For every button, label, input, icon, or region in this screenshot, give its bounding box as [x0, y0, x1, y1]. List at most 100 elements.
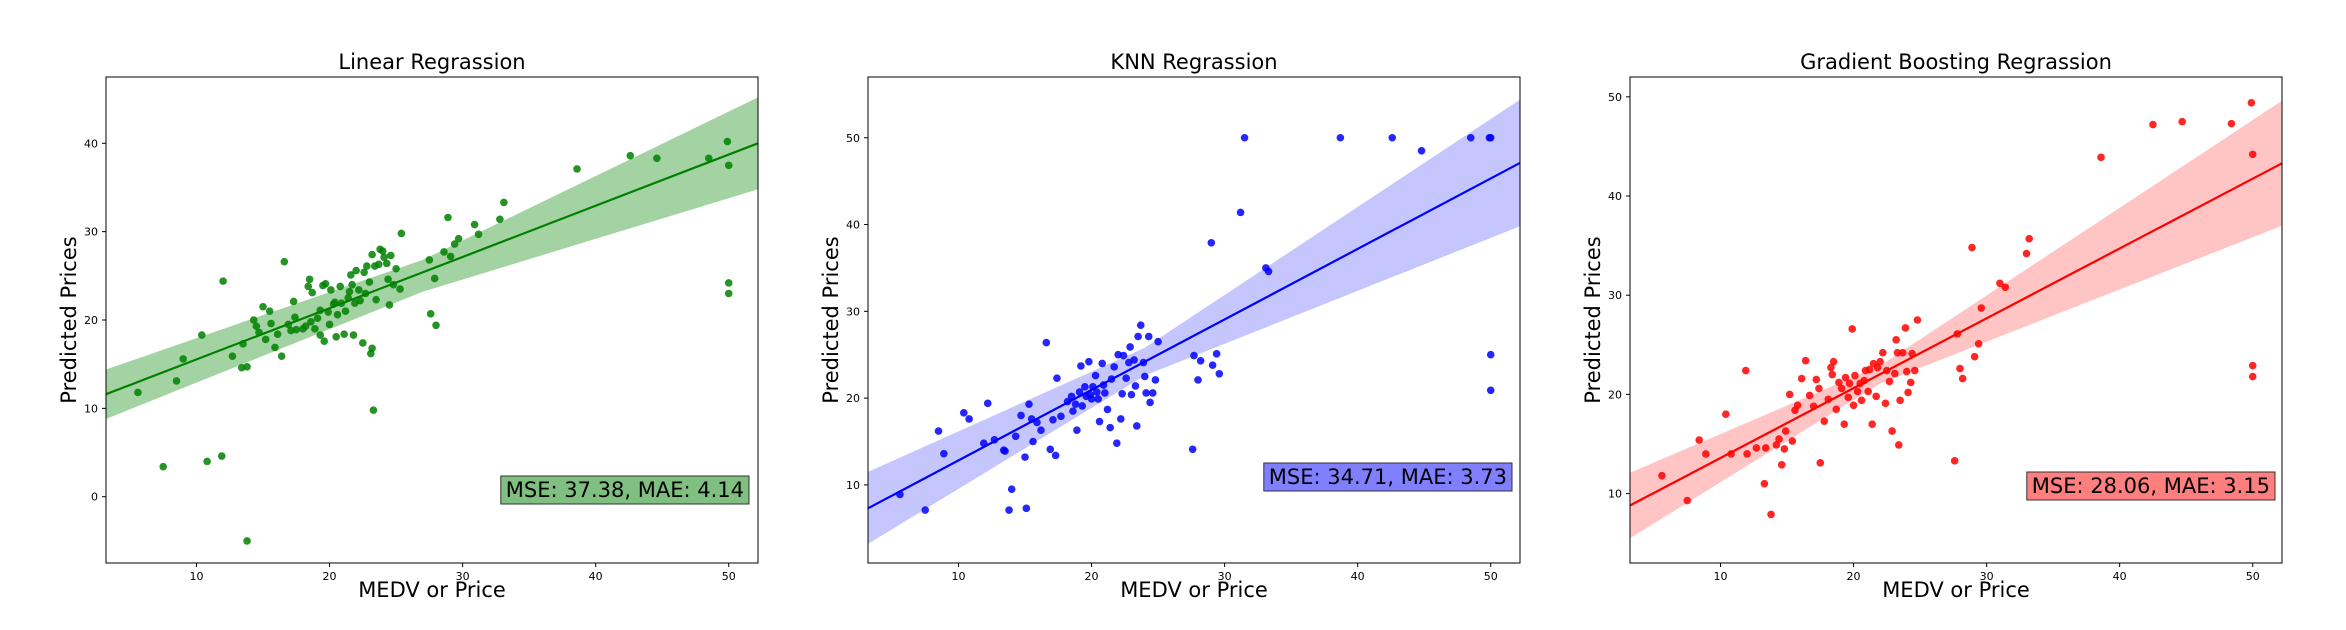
data-point: [1702, 450, 1710, 458]
data-point: [496, 215, 504, 224]
data-point: [1904, 388, 1912, 397]
data-point: [374, 260, 383, 269]
data-point: [1148, 389, 1157, 397]
chart-title: Gradient Boosting Regrassion: [1800, 50, 2112, 74]
data-point: [368, 250, 376, 259]
data-point: [500, 198, 508, 207]
data-point: [1005, 506, 1013, 514]
data-point: [1844, 393, 1853, 402]
data-point: [1099, 381, 1108, 389]
x-tick-label: 50: [1484, 570, 1498, 583]
data-point: [1001, 447, 1009, 455]
data-point: [324, 308, 333, 316]
data-point: [344, 294, 352, 302]
data-point: [159, 462, 168, 471]
data-point: [1913, 316, 1922, 324]
data-point: [1196, 356, 1205, 365]
data-point: [1872, 392, 1880, 401]
data-point: [345, 287, 354, 296]
chart-title: KNN Regrassion: [1110, 50, 1277, 74]
data-point: [1126, 343, 1134, 351]
x-tick-label: 40: [1351, 570, 1365, 583]
data-point: [307, 317, 315, 326]
data-point: [1144, 332, 1153, 341]
metrics-annotation: MSE: 37.38, MAE: 4.14: [500, 475, 750, 505]
data-point: [1760, 479, 1769, 488]
data-point: [1067, 392, 1076, 401]
data-point: [1785, 390, 1794, 399]
data-point: [990, 435, 999, 444]
data-point: [1837, 384, 1846, 393]
data-point: [1683, 496, 1692, 505]
data-point: [389, 280, 398, 289]
data-point: [1953, 330, 1962, 338]
data-point: [1898, 348, 1907, 357]
data-point: [1829, 357, 1838, 366]
data-point: [1134, 332, 1142, 341]
data-point: [1049, 416, 1057, 424]
data-point: [921, 506, 930, 514]
data-point: [347, 271, 355, 279]
data-point: [1950, 457, 1959, 465]
x-tick-label: 20: [1085, 570, 1099, 583]
data-point: [454, 234, 463, 243]
data-point: [1085, 357, 1093, 366]
data-point: [217, 452, 226, 460]
x-axis-label: MEDV or Price: [358, 578, 506, 602]
data-point: [369, 406, 378, 414]
data-point: [1091, 371, 1100, 380]
data-points: [134, 137, 733, 545]
data-point: [1011, 432, 1020, 441]
data-point: [1885, 377, 1894, 386]
x-tick-label: 10: [189, 570, 203, 583]
data-point: [979, 439, 988, 448]
data-point: [336, 282, 344, 291]
data-point: [172, 377, 181, 385]
metrics-box: [2026, 471, 2276, 501]
data-point: [2227, 119, 2236, 128]
data-point: [1215, 370, 1224, 378]
data-point: [292, 325, 301, 334]
data-point: [267, 319, 275, 328]
data-point: [341, 307, 350, 315]
data-point: [1835, 378, 1843, 387]
data-point: [352, 266, 360, 275]
data-point: [1113, 439, 1121, 448]
data-point: [1486, 350, 1495, 359]
data-point: [308, 288, 317, 297]
data-point: [432, 321, 440, 330]
data-point: [1101, 389, 1109, 397]
data-point: [1893, 348, 1902, 357]
data-point: [1117, 415, 1125, 423]
data-point: [1007, 485, 1016, 494]
data-point: [1767, 510, 1775, 519]
data-point: [1970, 352, 1979, 361]
data-point: [349, 331, 358, 339]
data-point: [1775, 435, 1783, 443]
x-tick-label: 50: [2246, 570, 2260, 583]
y-tick-label: 20: [84, 314, 98, 327]
data-point: [320, 337, 329, 346]
data-point: [1194, 376, 1202, 384]
x-axis-label: MEDV or Price: [1882, 578, 2030, 602]
metrics-text: MSE: 28.06, MAE: 3.15: [2032, 474, 2270, 498]
data-point: [1658, 471, 1666, 480]
data-point: [1752, 444, 1761, 452]
data-point: [1051, 451, 1060, 460]
data-point: [1845, 379, 1854, 388]
data-point: [1848, 325, 1857, 333]
data-point: [252, 322, 261, 330]
data-point: [704, 154, 713, 163]
data-point: [332, 332, 340, 341]
data-point: [1797, 374, 1806, 383]
data-point: [284, 320, 293, 329]
data-point: [1098, 359, 1106, 368]
y-tick-label: 30: [846, 305, 860, 318]
data-point: [724, 161, 733, 170]
data-point: [265, 307, 274, 315]
data-point: [1761, 444, 1770, 452]
data-point: [243, 537, 251, 545]
data-point: [983, 399, 992, 408]
data-point: [2149, 120, 2157, 129]
